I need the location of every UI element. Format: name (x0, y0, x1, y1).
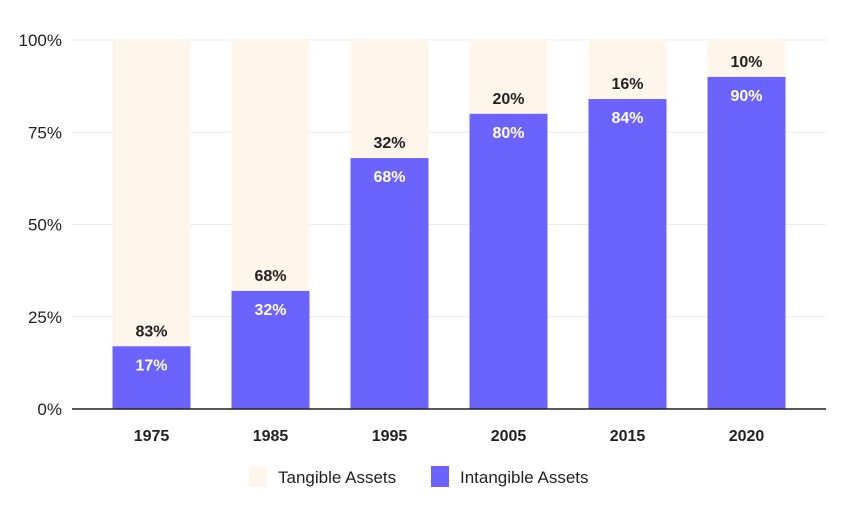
data-label-tangible: 20% (492, 91, 524, 108)
bar-tangible-1975 (112, 40, 191, 347)
x-tick-label: 2020 (729, 428, 765, 445)
y-tick-label: 100% (19, 31, 62, 50)
data-label-intangible: 68% (373, 169, 405, 186)
y-tick-label: 50% (28, 216, 62, 235)
data-label-intangible: 32% (254, 302, 286, 319)
bar-intangible-2020 (707, 76, 786, 410)
bars (112, 40, 786, 410)
bar-tangible-2015 (588, 40, 667, 100)
data-label-intangible: 80% (492, 125, 524, 142)
bar-intangible-1985 (231, 290, 310, 409)
x-tick-label: 1975 (134, 428, 170, 445)
data-label-tangible: 83% (135, 323, 167, 340)
bar-intangible-1975 (112, 346, 191, 409)
bar-intangible-2005 (469, 113, 548, 410)
legend: Tangible Assets Intangible Assets (249, 466, 589, 487)
legend-label-tangible-assets: Tangible Assets (278, 468, 396, 487)
bar-intangible-1995 (350, 158, 429, 409)
data-label-tangible: 10% (730, 54, 762, 71)
legend-swatch-intangible-assets (431, 466, 449, 487)
bar-tangible-1995 (350, 40, 429, 159)
data-label-tangible: 16% (611, 76, 643, 93)
x-tick-label: 2015 (610, 428, 646, 445)
data-label-intangible: 17% (135, 357, 167, 374)
x-tick-label: 1995 (372, 428, 408, 445)
bar-tangible-2020 (707, 40, 786, 77)
data-label-intangible: 84% (611, 110, 643, 127)
bar-tangible-1985 (231, 40, 310, 291)
y-tick-label: 25% (28, 308, 62, 327)
data-label-tangible: 32% (373, 135, 405, 152)
legend-swatch-tangible-assets (249, 466, 267, 487)
data-label-intangible: 90% (730, 88, 762, 105)
y-tick-label: 0% (37, 400, 62, 419)
gridlines (72, 39, 826, 318)
bar-tangible-2005 (469, 40, 548, 114)
x-tick-label: 2005 (491, 428, 527, 445)
x-tick-label: 1985 (253, 428, 289, 445)
data-label-tangible: 68% (254, 268, 286, 285)
axes: 0% 25% 50% 75% 100% 1975 1985 1995 2005 2015 2020 (19, 31, 826, 445)
y-tick-label: 75% (28, 123, 62, 142)
legend-label-intangible-assets: Intangible Assets (460, 468, 589, 487)
bar-intangible-2015 (588, 99, 667, 409)
data-labels: 17% 83% 32% 68% 68% 32% 80% 20% 84% 16% 90% 10% (135, 54, 762, 374)
